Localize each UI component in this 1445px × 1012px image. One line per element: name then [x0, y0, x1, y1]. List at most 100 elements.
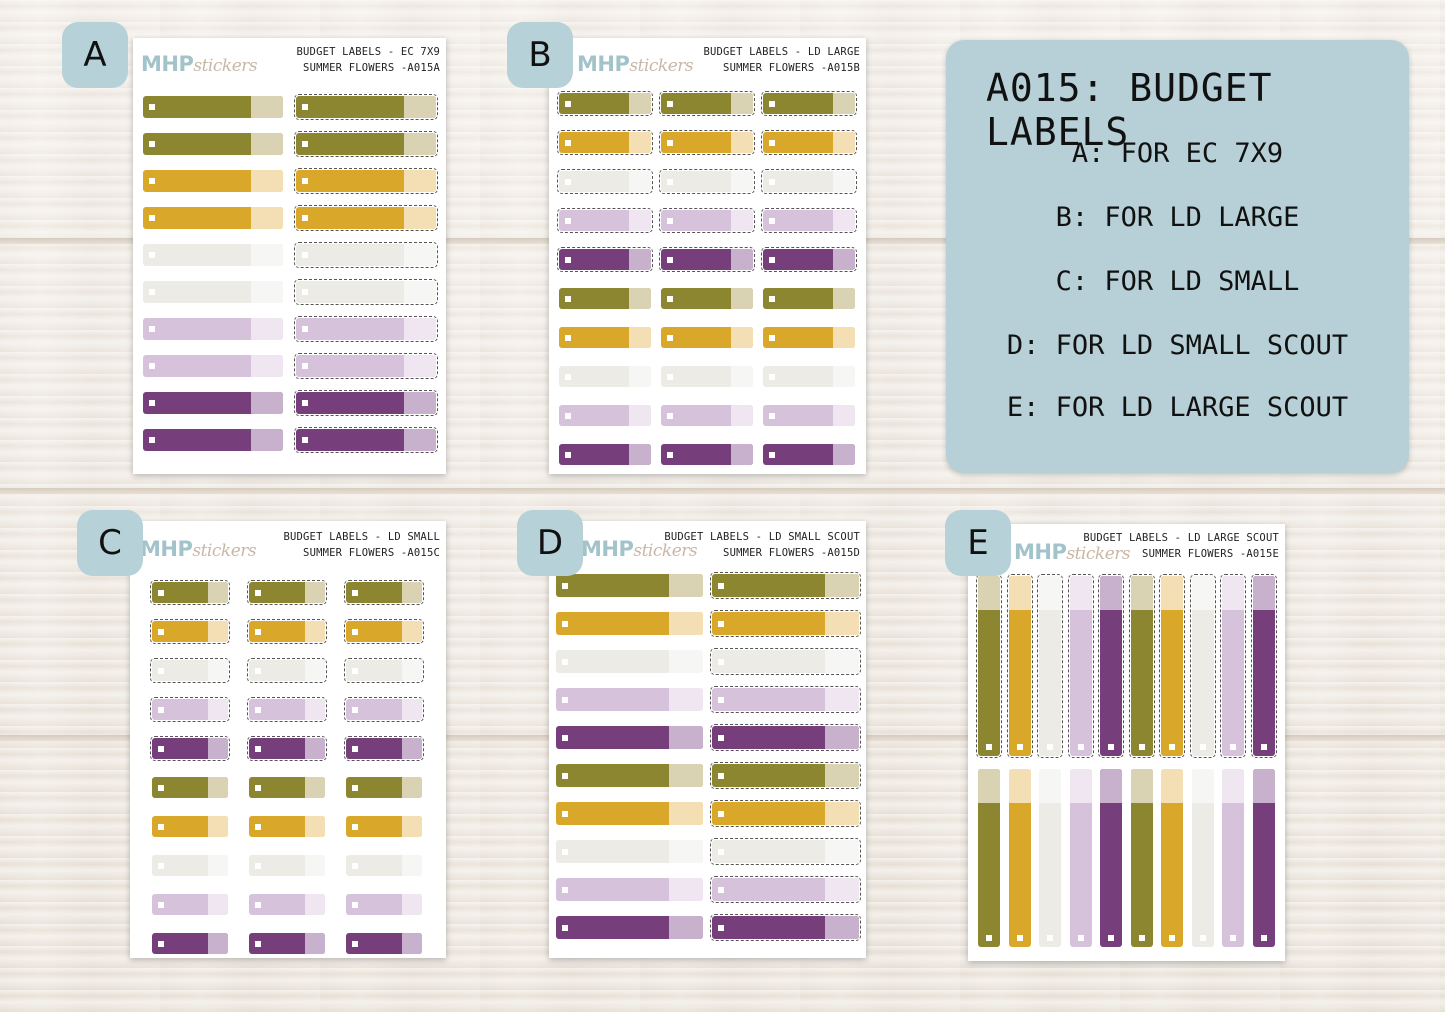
- budget-label-sticker: [559, 405, 651, 426]
- budget-label-sticker: [249, 855, 325, 876]
- budget-label-sticker: [659, 130, 755, 155]
- checkbox-square-icon: [149, 252, 155, 258]
- budget-label-sticker: [1250, 574, 1277, 758]
- checkbox-square-icon: [718, 848, 724, 855]
- sticker-tab: [833, 249, 855, 270]
- checkbox-square-icon: [352, 862, 358, 869]
- sticker-tab: [833, 405, 855, 426]
- checkbox-square-icon: [149, 326, 155, 332]
- budget-label-sticker: [559, 444, 651, 465]
- budget-label-sticker: [143, 318, 283, 340]
- budget-label-sticker: [556, 688, 703, 711]
- brand-logo: MHPstickers: [141, 52, 258, 76]
- sticker-tab: [305, 933, 325, 954]
- checkbox-square-icon: [158, 745, 164, 752]
- budget-label-sticker: [1159, 574, 1185, 758]
- sticker-tab: [731, 327, 753, 348]
- budget-label-sticker: [1161, 769, 1183, 947]
- sticker-tab: [305, 816, 325, 837]
- budget-label-sticker: [559, 327, 651, 348]
- budget-label-sticker: [346, 894, 422, 915]
- sticker-tab: [669, 688, 703, 711]
- checkbox-square-icon: [718, 886, 724, 893]
- checkbox-square-icon: [667, 334, 673, 341]
- checkbox-square-icon: [302, 437, 308, 443]
- sticker-tab: [669, 574, 703, 597]
- sticker-tab: [402, 894, 422, 915]
- checkbox-square-icon: [158, 706, 164, 713]
- budget-label-sticker: [294, 353, 438, 379]
- sticker-tab: [251, 133, 283, 155]
- sticker-tab: [251, 96, 283, 118]
- sticker-tab: [629, 288, 651, 309]
- budget-label-sticker: [557, 247, 653, 272]
- budget-label-sticker: [150, 580, 230, 605]
- checkbox-square-icon: [769, 295, 775, 302]
- checkbox-square-icon: [562, 620, 568, 627]
- panel-line-b: B: FOR LD LARGE: [1055, 202, 1300, 233]
- budget-label-sticker: [710, 686, 861, 713]
- checkbox-square-icon: [1260, 744, 1267, 750]
- budget-label-sticker: [1100, 769, 1122, 947]
- budget-label-sticker: [710, 876, 861, 903]
- sheet-title: BUDGET LABELS - LD SMALL SCOUT SUMMER FLO…: [664, 531, 860, 559]
- panel-line-a: A: FOR EC 7X9: [1071, 138, 1284, 169]
- checkbox-square-icon: [255, 784, 261, 791]
- budget-label-sticker: [150, 658, 230, 683]
- checkbox-square-icon: [149, 178, 155, 184]
- sticker-tab: [404, 244, 436, 266]
- checkbox-square-icon: [158, 862, 164, 869]
- sticker-tab: [1252, 576, 1275, 610]
- budget-label-sticker: [710, 610, 861, 637]
- sticker-tab: [1222, 576, 1244, 610]
- checkbox-square-icon: [718, 620, 724, 627]
- budget-label-sticker: [710, 838, 861, 865]
- checkbox-square-icon: [1077, 744, 1084, 750]
- budget-label-sticker: [710, 762, 861, 789]
- budget-label-sticker: [247, 619, 327, 644]
- budget-label-sticker: [557, 208, 653, 233]
- sticker-tab: [731, 132, 753, 153]
- budget-label-sticker: [143, 96, 283, 118]
- checkbox-square-icon: [667, 451, 673, 458]
- budget-label-sticker: [346, 777, 422, 798]
- sticker-tab: [402, 738, 422, 759]
- budget-label-sticker: [344, 658, 424, 683]
- sticker-tab: [731, 288, 753, 309]
- checkbox-square-icon: [565, 217, 571, 224]
- sticker-tab: [251, 170, 283, 192]
- budget-label-sticker: [346, 933, 422, 954]
- sticker-tab: [1008, 576, 1031, 610]
- checkbox-square-icon: [149, 363, 155, 369]
- budget-label-sticker: [143, 355, 283, 377]
- checkbox-square-icon: [302, 178, 308, 184]
- sticker-tab: [629, 210, 651, 231]
- budget-label-sticker: [143, 281, 283, 303]
- checkbox-square-icon: [769, 100, 775, 107]
- budget-label-sticker: [556, 612, 703, 635]
- checkbox-square-icon: [718, 772, 724, 779]
- checkbox-square-icon: [565, 178, 571, 185]
- sticker-tab: [669, 840, 703, 863]
- budget-label-sticker: [659, 169, 755, 194]
- sticker-tab: [404, 133, 436, 155]
- checkbox-square-icon: [1138, 744, 1145, 750]
- budget-label-sticker: [1128, 574, 1155, 758]
- sticker-tab: [978, 769, 1000, 803]
- panel-heading: A015: BUDGET LABELS: [986, 66, 1273, 154]
- sticker-tab: [208, 816, 228, 837]
- checkbox-square-icon: [1108, 935, 1114, 941]
- budget-label-sticker: [1191, 769, 1214, 947]
- sticker-tab: [402, 855, 422, 876]
- checkbox-square-icon: [565, 295, 571, 302]
- budget-label-sticker: [661, 366, 753, 387]
- checkbox-square-icon: [158, 823, 164, 830]
- budget-label-sticker: [143, 170, 283, 192]
- budget-label-sticker: [763, 405, 855, 426]
- sticker-tab: [208, 699, 228, 720]
- budget-label-sticker: [294, 131, 438, 157]
- checkbox-square-icon: [565, 334, 571, 341]
- sheet-badge-e: E: [945, 510, 1011, 576]
- budget-label-sticker: [247, 736, 327, 761]
- sticker-tab: [404, 96, 436, 118]
